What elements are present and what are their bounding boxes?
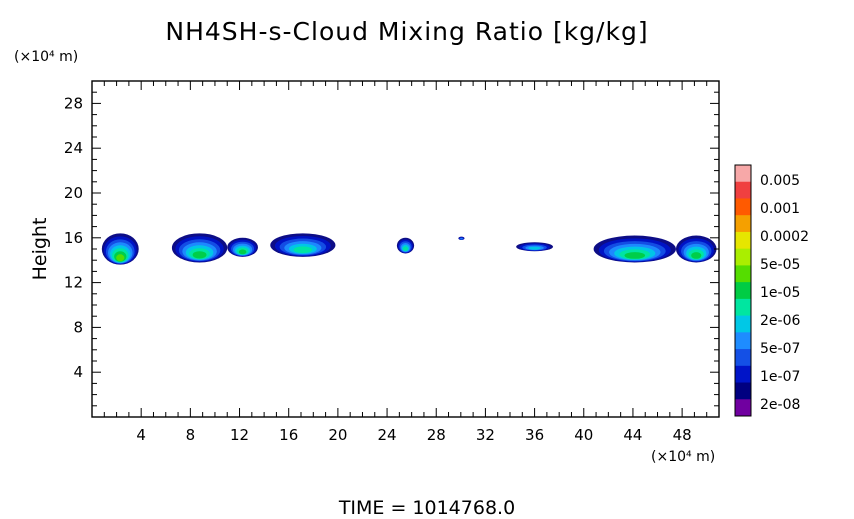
cloud-patch: [516, 242, 554, 252]
colorbar-label: 5e-05: [760, 257, 800, 273]
y-tick-label: 16: [64, 229, 83, 247]
y-tick-labels: 4 8 12 16 20 24 28: [64, 94, 83, 381]
x-unit-label: (×10⁴ m): [651, 449, 715, 465]
cloud-field: [101, 233, 717, 265]
cloud-patch: [270, 233, 336, 257]
colorbar-label: 1e-07: [760, 369, 800, 385]
cloud-patch: [171, 233, 228, 263]
x-tick-label: 32: [476, 426, 495, 444]
axis-ticks: [92, 81, 719, 417]
cloud-patch: [396, 237, 415, 254]
y-tick-label: 8: [73, 318, 83, 336]
cloud-patch: [227, 237, 258, 257]
colorbar-label: 2e-06: [760, 313, 800, 329]
y-tick-label: 20: [64, 184, 83, 202]
x-tick-label: 24: [378, 426, 397, 444]
colorbar-swatch: [735, 231, 751, 250]
y-axis-label: Height: [29, 218, 51, 281]
colorbar-label: 0.005: [760, 173, 800, 189]
colorbar-swatch: [735, 265, 751, 283]
colorbar-swatch: [735, 315, 751, 333]
time-label: TIME = 1014768.0: [338, 497, 515, 519]
x-tick-label: 40: [574, 426, 593, 444]
y-tick-label: 28: [64, 94, 83, 112]
y-tick-label: 4: [73, 363, 83, 381]
colorbar-swatch: [735, 181, 751, 199]
colorbar-label: 0.0002: [760, 229, 809, 245]
cloud-patch: [593, 235, 676, 263]
colorbar-labels: 0.005 0.001 0.0002 5e-05 1e-05 2e-06 5e-07 1e-0…: [760, 173, 809, 413]
y-tick-label: 24: [64, 139, 83, 157]
x-tick-label: 44: [623, 426, 642, 444]
x-tick-label: 28: [427, 426, 446, 444]
colorbar-label: 1e-05: [760, 285, 800, 301]
colorbar-swatch: [735, 298, 751, 317]
x-tick-label: 36: [525, 426, 544, 444]
x-tick-label: 48: [673, 426, 692, 444]
chart-title: NH4SH-s-Cloud Mixing Ratio [kg/kg]: [165, 17, 648, 46]
cloud-patch: [101, 233, 139, 265]
y-tick-label: 12: [64, 274, 83, 292]
colorbar-swatch: [735, 382, 751, 400]
colorbar-swatch: [735, 248, 751, 266]
colorbar: [734, 164, 752, 417]
colorbar-frame: [734, 164, 752, 417]
colorbar-swatch: [735, 198, 751, 216]
x-tick-label: 8: [186, 426, 196, 444]
colorbar-swatch: [735, 399, 751, 417]
colorbar-swatch: [735, 332, 751, 350]
x-tick-label: 12: [230, 426, 249, 444]
y-unit-label: (×10⁴ m): [14, 49, 78, 65]
colorbar-label: 5e-07: [760, 341, 800, 357]
colorbar-swatch: [735, 365, 751, 384]
colorbar-swatch: [735, 349, 751, 367]
colorbar-swatch: [735, 282, 751, 300]
colorbar-label: 2e-08: [760, 397, 800, 413]
cloud-patch: [675, 235, 717, 263]
cloud-patch: [458, 236, 465, 241]
x-tick-label: 4: [136, 426, 146, 444]
colorbar-swatch: [735, 215, 751, 233]
x-tick-label: 16: [279, 426, 298, 444]
colorbar-swatch: [735, 165, 751, 183]
colorbar-label: 0.001: [760, 201, 800, 217]
x-tick-labels: 4 8 12 16 20 24 28 32 36 40 44 48: [136, 426, 691, 444]
x-tick-label: 20: [328, 426, 347, 444]
